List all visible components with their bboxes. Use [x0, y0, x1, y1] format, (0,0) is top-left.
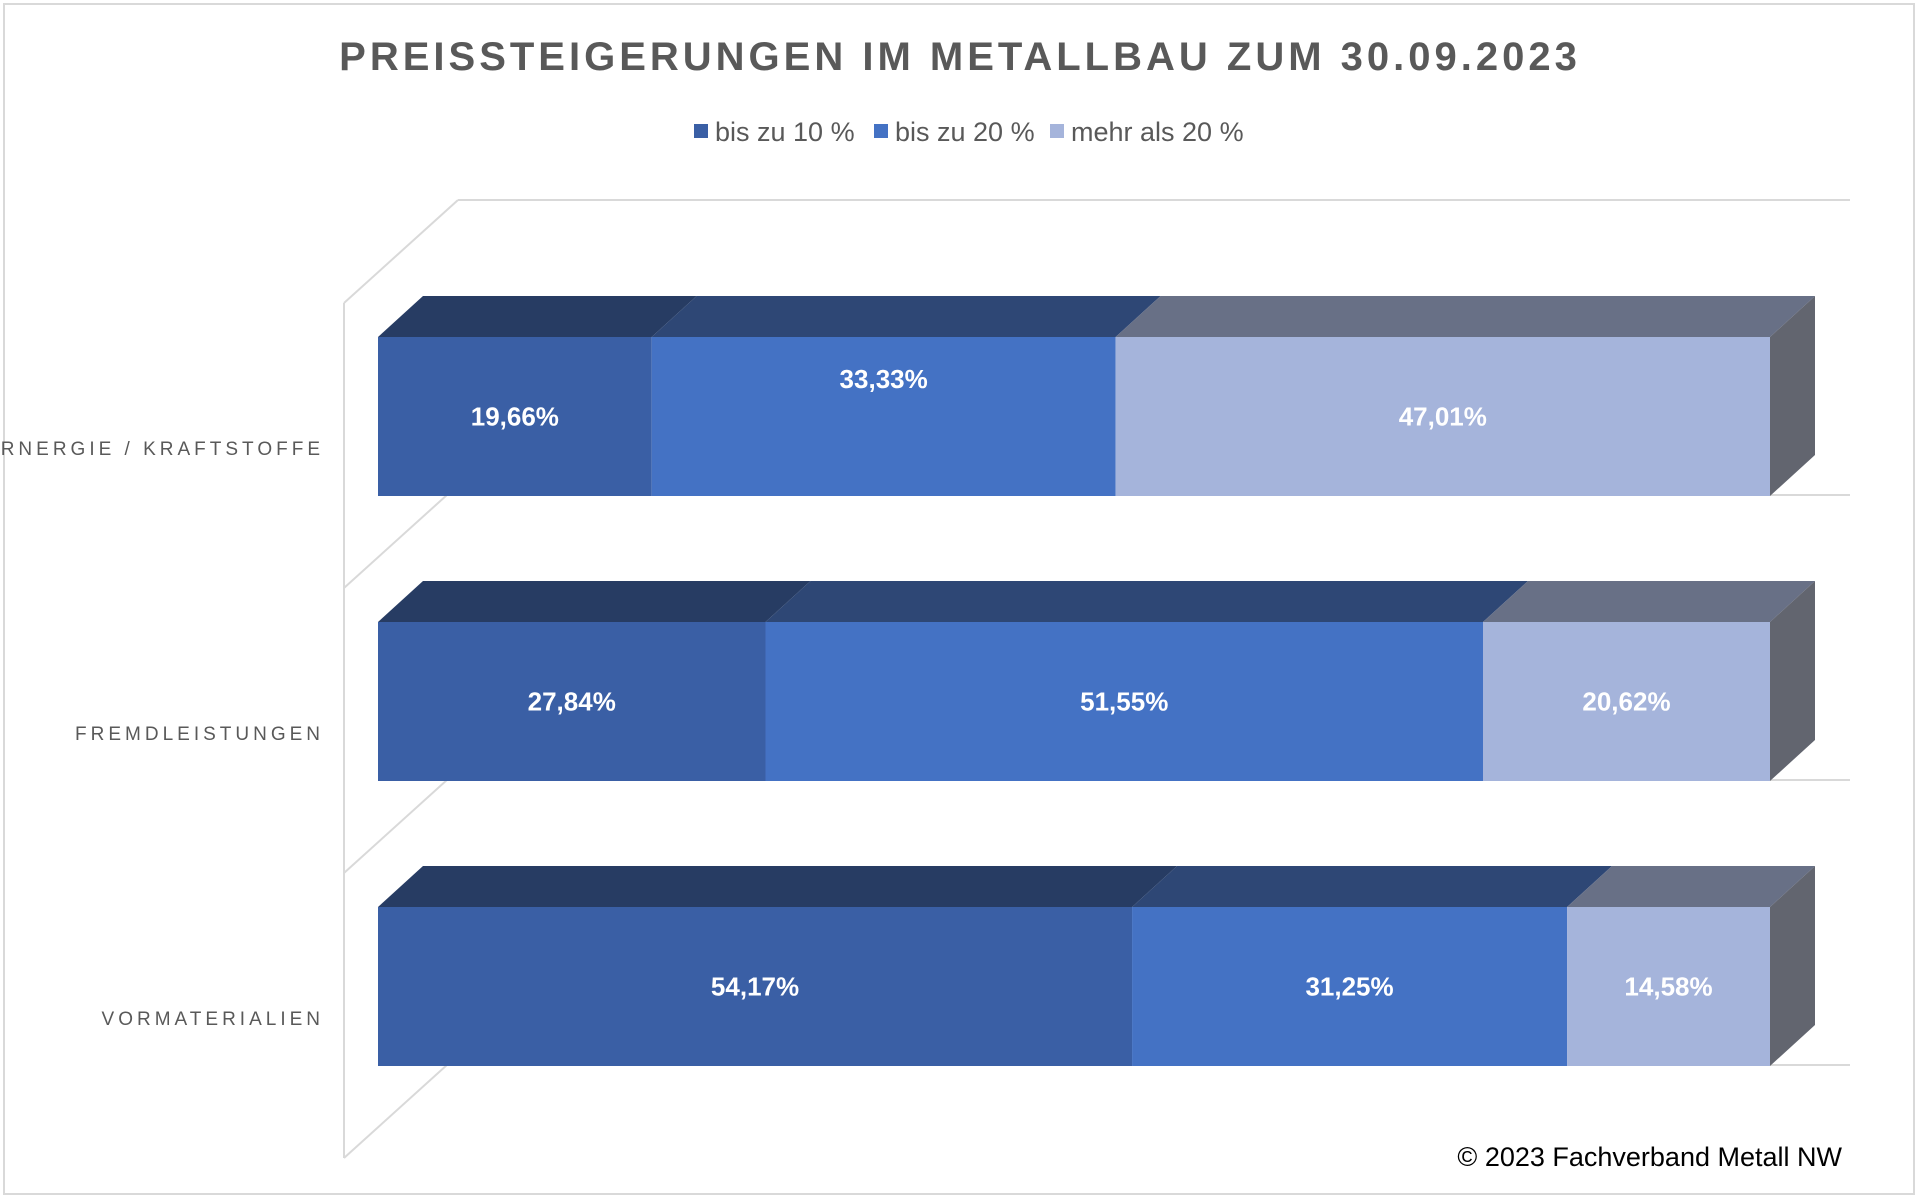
- copyright-note: © 2023 Fachverband Metall NW: [1457, 1142, 1842, 1172]
- floor-edge: [343, 1054, 459, 1159]
- data-label: 31,25%: [1305, 972, 1393, 1002]
- bar-segment: [1132, 907, 1568, 1066]
- data-label: 20,62%: [1582, 687, 1670, 717]
- data-label: 47,01%: [1399, 402, 1487, 432]
- category-label: FREMDLEISTUNGEN: [75, 724, 324, 745]
- bar-top-face: [378, 866, 1178, 907]
- bar-top-face: [1482, 581, 1815, 622]
- legend: bis zu 10 % bis zu 20 % mehr als 20 %: [694, 117, 1244, 147]
- bar-segment: [378, 907, 1133, 1066]
- category-label: ERNERGIE / KRAFTSTOFFE: [0, 439, 324, 460]
- wall-top-edge: [343, 199, 459, 304]
- legend-swatch: [1050, 124, 1064, 138]
- legend-swatch: [694, 124, 708, 138]
- bar-top-face: [765, 581, 1528, 622]
- bar-segment: [1482, 622, 1770, 781]
- bar-segment: [651, 337, 1116, 496]
- category-label: VORMATERIALIEN: [102, 1009, 324, 1030]
- bar-top-face: [1132, 866, 1613, 907]
- bar-end-face: [1770, 866, 1815, 1066]
- bars: 19,66% 33,33% 47,01% 27,84% 51,55% 20,62% 54,1…: [378, 296, 1815, 1066]
- bar-end-face: [1770, 581, 1815, 781]
- data-label: 27,84%: [528, 687, 616, 717]
- legend-swatch: [874, 124, 888, 138]
- bar-top-face: [1115, 296, 1815, 337]
- bar-segment: [378, 622, 766, 781]
- chart-walls: [343, 199, 1850, 1159]
- data-label: 33,33%: [840, 364, 928, 394]
- data-label: 51,55%: [1080, 687, 1168, 717]
- legend-label: mehr als 20 %: [1071, 117, 1244, 147]
- bar-top-face: [378, 581, 811, 622]
- data-label: 54,17%: [711, 972, 799, 1002]
- bar-segment: [1567, 907, 1770, 1066]
- bar-segment: [1115, 337, 1770, 496]
- category-divider: [343, 484, 459, 589]
- bar-segment: [378, 337, 652, 496]
- chart-title: PREISSTEIGERUNGEN IM METALLBAU ZUM 30.09…: [339, 35, 1581, 79]
- bar-top-face: [651, 296, 1161, 337]
- category-divider: [343, 769, 459, 874]
- data-label: 14,58%: [1624, 972, 1712, 1002]
- data-label: 19,66%: [471, 402, 559, 432]
- bar-top-face: [378, 296, 697, 337]
- legend-label: bis zu 20 %: [895, 117, 1035, 147]
- category-labels: ERNERGIE / KRAFTSTOFFE FREMDLEISTUNGEN VOR…: [0, 439, 324, 1030]
- legend-label: bis zu 10 %: [715, 117, 855, 147]
- bar-segment: [765, 622, 1483, 781]
- bar-end-face: [1770, 296, 1815, 496]
- bar-top-face: [1567, 866, 1815, 907]
